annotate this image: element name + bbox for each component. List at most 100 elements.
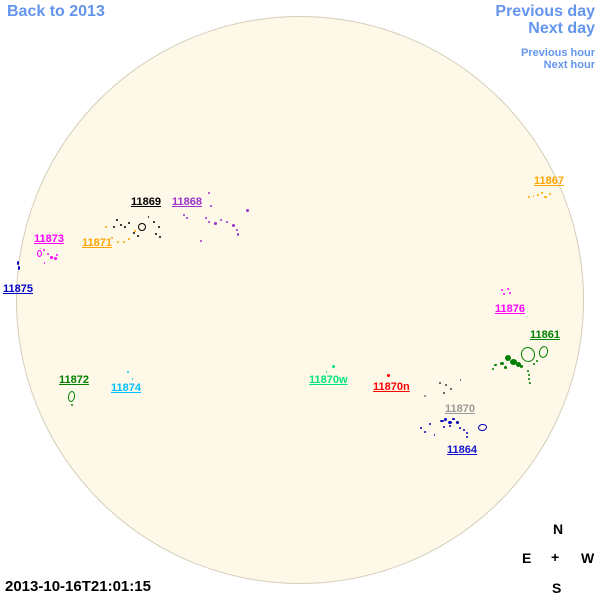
- region-label-11864[interactable]: 11864: [447, 444, 477, 456]
- next-day-link[interactable]: Next day: [528, 20, 595, 37]
- sunspot-mark: [529, 382, 531, 384]
- sunspot-mark: [536, 360, 538, 362]
- compass-south-label: S: [552, 580, 562, 596]
- sunspot-mark: [537, 194, 539, 196]
- sunspot-mark: [153, 221, 155, 223]
- sunspot-mark: [232, 224, 235, 227]
- sunspot-mark: [528, 378, 530, 380]
- sunspot-mark: [105, 226, 107, 228]
- sunspot-mark: [236, 229, 238, 231]
- next-hour-link[interactable]: Next hour: [543, 59, 595, 71]
- sunspot-mark: [128, 222, 130, 224]
- region-label-11870[interactable]: 11870: [445, 403, 475, 415]
- sunspot-mark: [183, 214, 185, 216]
- region-label-11873[interactable]: 11873: [34, 233, 64, 245]
- sunspot-mark: [505, 355, 511, 361]
- sunspot-mark: [527, 370, 529, 372]
- sunspot-mark: [463, 429, 465, 431]
- sunspot-mark: [44, 262, 45, 264]
- sunspot-mark: [443, 426, 445, 428]
- sunspot-mark: [237, 233, 239, 236]
- region-label-11868[interactable]: 11868: [172, 196, 202, 208]
- sunspot-mark: [424, 395, 426, 397]
- compass-east-label: E: [522, 550, 532, 566]
- sunspot-mark: [528, 196, 530, 198]
- sunspot-mark: [123, 241, 125, 243]
- region-label-11861[interactable]: 11861: [530, 329, 560, 341]
- sunspot-mark: [541, 192, 543, 194]
- sunspot-mark: [220, 219, 222, 221]
- sunspot-mark: [326, 371, 327, 373]
- sunspot-mark: [138, 223, 146, 231]
- sunspot-mark: [47, 253, 49, 255]
- sunspot-mark: [492, 368, 494, 370]
- sunspot-mark: [387, 374, 390, 377]
- sunspot-mark: [133, 232, 135, 234]
- sunspot-mark: [71, 404, 73, 406]
- sunspot-mark: [155, 233, 157, 235]
- sunspot-mark: [533, 195, 534, 197]
- sunspot-mark: [214, 222, 217, 225]
- sunspot-mark: [516, 362, 521, 367]
- sunspot-mark: [504, 366, 507, 369]
- sunspot-mark: [434, 434, 435, 436]
- sunspot-mark: [134, 230, 136, 232]
- sunspot-mark: [503, 293, 505, 295]
- previous-day-link[interactable]: Previous day: [495, 3, 595, 20]
- sunspot-mark: [459, 427, 461, 429]
- sunspot-mark: [544, 196, 547, 198]
- sunspot-mark: [208, 221, 210, 223]
- sunspot-mark: [450, 388, 452, 390]
- sunspot-mark: [120, 224, 122, 226]
- sunspot-mark: [117, 241, 119, 243]
- sunspot-mark: [148, 216, 149, 218]
- region-label-11876[interactable]: 11876: [495, 303, 525, 315]
- sunspot-mark: [452, 418, 455, 420]
- sunspot-mark: [443, 392, 445, 394]
- sunspot-mark: [445, 384, 447, 386]
- observation-timestamp: 2013-10-16T21:01:15: [5, 578, 151, 595]
- sunspot-mark: [449, 425, 451, 427]
- sunspot-mark: [494, 364, 497, 366]
- sunspot-mark: [200, 240, 202, 242]
- sunspot-mark: [132, 378, 133, 380]
- sunspot-mark: [43, 249, 45, 251]
- sunspot-mark: [501, 289, 503, 291]
- sunspot-mark: [466, 436, 468, 438]
- region-label-11870n[interactable]: 11870n: [373, 381, 410, 393]
- sunspot-mark: [440, 420, 444, 422]
- solar-disk: [16, 16, 584, 584]
- sunspot-mark: [456, 421, 459, 424]
- back-to-year-link[interactable]: Back to 2013: [7, 3, 105, 20]
- sunspot-mark: [507, 288, 509, 290]
- sunspot-mark: [528, 374, 530, 376]
- sunspot-mark: [205, 217, 207, 219]
- region-label-11874[interactable]: 11874: [111, 382, 141, 394]
- previous-hour-link[interactable]: Previous hour: [521, 47, 595, 59]
- sunspot-mark: [18, 266, 20, 270]
- sunspot-mark: [448, 421, 452, 424]
- sunspot-mark: [137, 235, 139, 237]
- region-label-11872[interactable]: 11872: [59, 374, 89, 386]
- sunspot-mark: [444, 418, 447, 421]
- sunspot-mark: [510, 359, 517, 365]
- sunspot-mark: [226, 221, 228, 223]
- compass-north-label: N: [553, 521, 564, 537]
- sunspot-mark: [429, 423, 431, 425]
- sunspot-mark: [128, 238, 130, 240]
- region-label-11870w[interactable]: 11870w: [309, 374, 348, 386]
- sunspot-mark: [520, 365, 523, 368]
- region-label-11875[interactable]: 11875: [3, 283, 33, 295]
- sunspot-mark: [439, 382, 441, 384]
- compass-center-mark: +: [551, 549, 560, 565]
- region-label-11867[interactable]: 11867: [534, 175, 564, 187]
- sunspot-mark: [111, 237, 113, 239]
- region-label-11871[interactable]: 11871: [82, 237, 112, 249]
- sunspot-mark: [124, 226, 126, 228]
- sunspot-mark: [127, 371, 129, 373]
- sunspot-mark: [246, 209, 249, 212]
- compass-west-label: W: [581, 550, 595, 566]
- sunspot-mark: [420, 427, 422, 429]
- sunspot-mark: [159, 236, 161, 238]
- region-label-11869[interactable]: 11869: [131, 196, 161, 208]
